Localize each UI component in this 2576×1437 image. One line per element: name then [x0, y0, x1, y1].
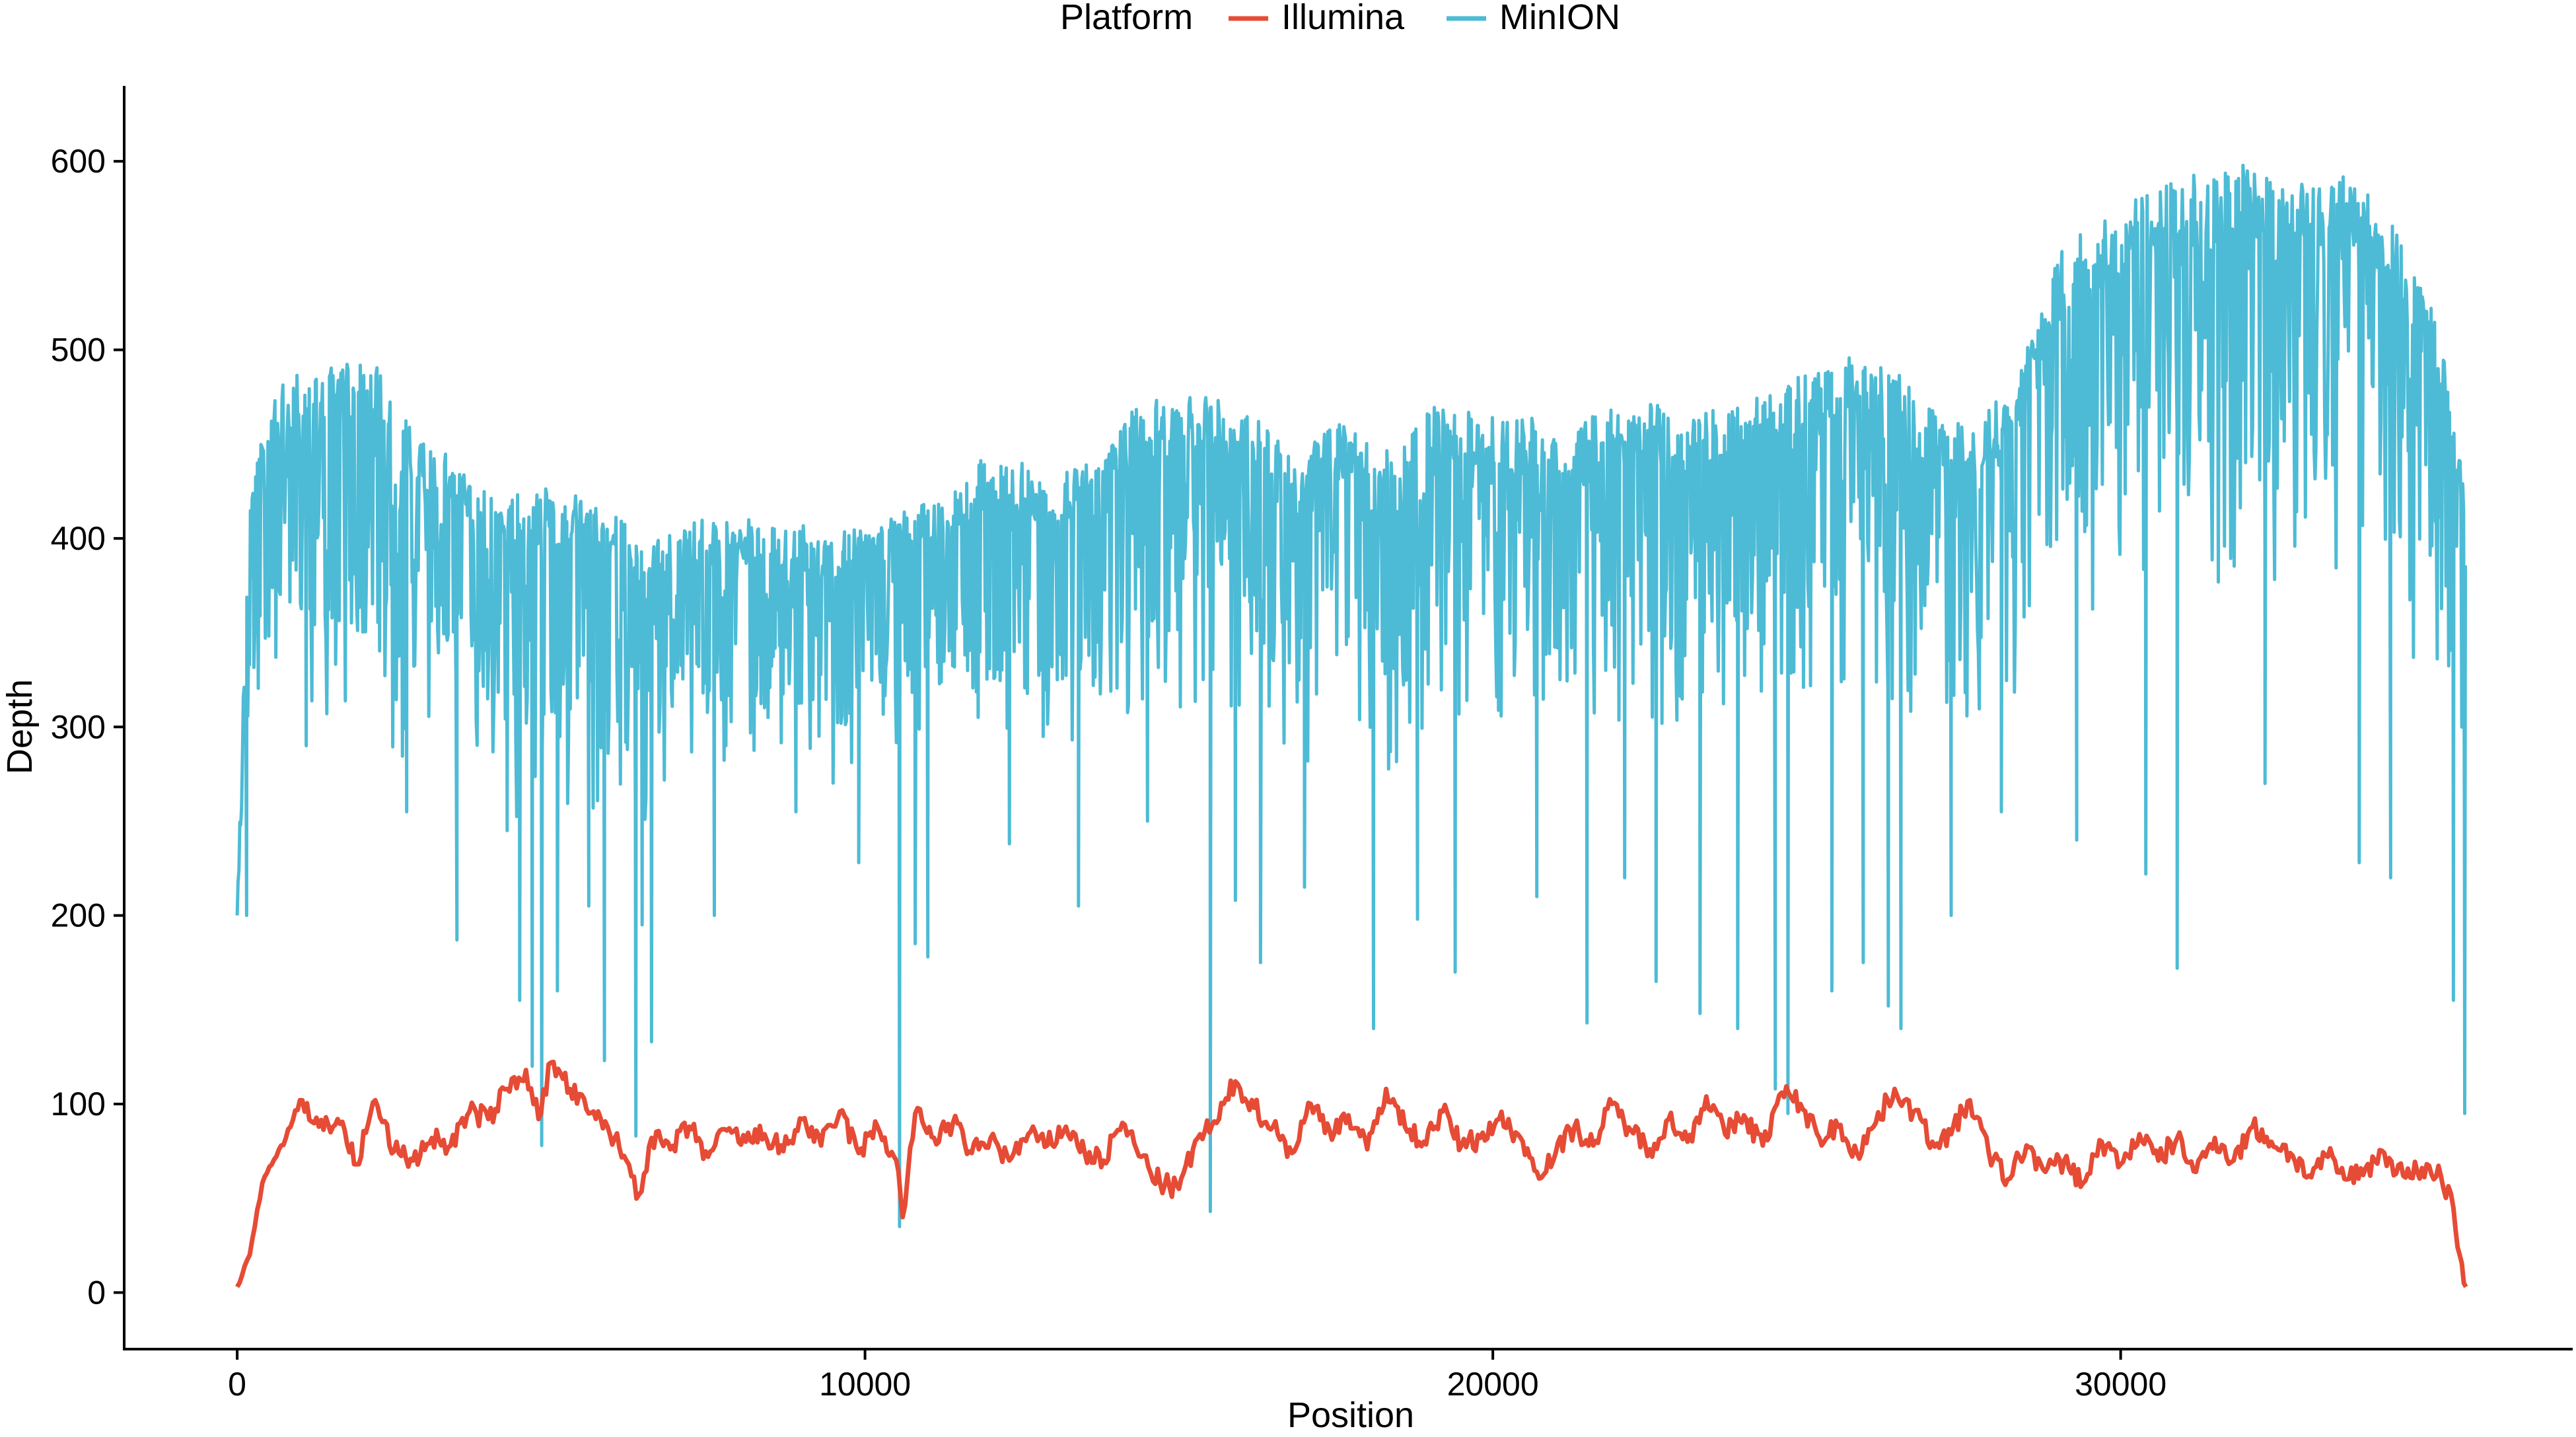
- y-tick-label: 600: [51, 143, 106, 180]
- series-line-minion: [235, 163, 2467, 1228]
- x-tick-label: 20000: [1447, 1366, 1539, 1403]
- x-axis-title: Position: [1287, 1395, 1414, 1434]
- y-tick-label: 0: [87, 1274, 106, 1311]
- axes: [123, 86, 2573, 1350]
- x-tick-label: 0: [228, 1366, 246, 1403]
- y-tick-label: 400: [51, 520, 106, 557]
- y-tick-label: 300: [51, 708, 106, 745]
- y-axis-title: Depth: [0, 679, 40, 774]
- y-axis-ticks: 0 100 200 300 400 500 600: [51, 143, 124, 1311]
- x-tick-label: 10000: [819, 1366, 911, 1403]
- legend-label-illumina: Illumina: [1281, 0, 1405, 37]
- y-tick-label: 200: [51, 897, 106, 934]
- series-line-illumina: [235, 1059, 2468, 1288]
- legend-title: Platform: [1060, 0, 1193, 37]
- y-tick-label: 100: [51, 1086, 106, 1123]
- plot-area: [235, 163, 2468, 1288]
- legend: Platform Illumina MinION: [1060, 0, 1620, 37]
- x-axis-ticks: 0 10000 20000 30000: [228, 1349, 2166, 1403]
- x-tick-label: 30000: [2075, 1366, 2166, 1403]
- y-tick-label: 500: [51, 332, 106, 369]
- legend-label-minion: MinION: [1499, 0, 1620, 37]
